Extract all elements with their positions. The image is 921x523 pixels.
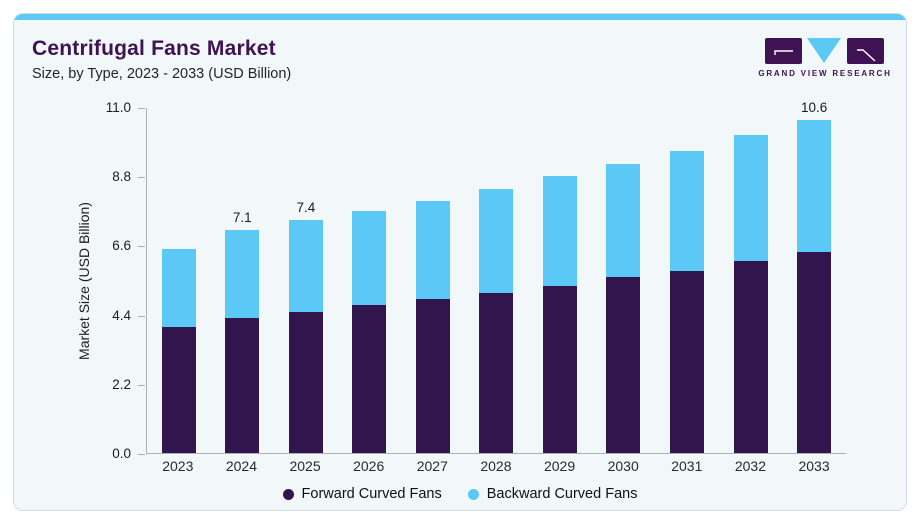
y-tick-mark: [138, 315, 145, 317]
x-tick-label: 2026: [353, 458, 385, 474]
bar-group: [606, 163, 641, 453]
x-tick-label: 2033: [798, 458, 830, 474]
bar-segment-backward: [797, 119, 832, 252]
page-title: Centrifugal Fans Market: [32, 37, 276, 60]
chart-card: Centrifugal Fans Market Size, by Type, 2…: [13, 13, 907, 511]
bar-segment-backward: [733, 135, 768, 262]
bar-group: [161, 248, 196, 453]
y-tick-mark: [138, 384, 145, 386]
legend-label: Backward Curved Fans: [486, 486, 638, 502]
bar-segment-backward: [352, 210, 387, 306]
bar-total-label: 7.4: [296, 200, 316, 216]
bar-segment-forward: [797, 251, 832, 453]
bar-segment-forward: [225, 317, 260, 453]
x-tick-label: 2029: [543, 458, 576, 474]
x-tick-label: 2030: [607, 458, 639, 474]
y-axis-title: Market Size (USD Billion): [76, 202, 92, 360]
bar-group: [415, 201, 450, 453]
bar-segment-forward: [670, 270, 705, 453]
bar-group: [733, 135, 768, 453]
header: Centrifugal Fans Market Size, by Type, 2…: [14, 20, 906, 84]
plot-area: 7.1 7.4 10.6: [146, 100, 846, 454]
bar-segment-backward: [415, 201, 450, 299]
x-tick-label: 2027: [416, 458, 448, 474]
bar-segment-backward: [288, 220, 323, 312]
legend: Forward Curved Fans Backward Curved Fans: [14, 486, 906, 502]
logo-text: GRAND VIEW RESEARCH: [758, 69, 892, 78]
x-tick-label: 2023: [162, 458, 194, 474]
bar-group: [479, 188, 514, 453]
bar-segment-forward: [606, 276, 641, 453]
bar-segment-backward: [161, 248, 196, 328]
bar-segment-forward: [415, 298, 450, 453]
legend-swatch-backward: [467, 488, 479, 500]
x-tick-label: 2028: [480, 458, 512, 474]
y-tick-label: 8.8: [112, 169, 131, 185]
y-tick-mark: [138, 108, 145, 109]
bar-group: 7.1: [225, 209, 260, 453]
bar-segment-backward: [479, 188, 514, 293]
page-subtitle: Size, by Type, 2023 - 2033 (USD Billion): [32, 66, 292, 82]
y-tick-label: 4.4: [112, 307, 131, 323]
x-tick-label: 2031: [671, 458, 703, 474]
bar-segment-backward: [606, 163, 641, 277]
y-tick-mark: [138, 246, 145, 248]
x-tick-label: 2025: [289, 458, 321, 474]
y-tick-mark: [138, 177, 145, 179]
legend-swatch-forward: [282, 488, 294, 500]
bar-group: 10.6: [797, 99, 832, 453]
y-tick-label: 11.0: [105, 100, 131, 115]
bar-segment-forward: [542, 286, 577, 453]
bar-segment-forward: [352, 305, 387, 453]
bar-total-label: 10.6: [800, 99, 828, 115]
legend-item: Forward Curved Fans: [282, 486, 442, 502]
y-tick-label: 0.0: [112, 446, 131, 461]
legend-label: Forward Curved Fans: [301, 486, 442, 502]
y-tick-label: 2.2: [112, 376, 131, 392]
bar-segment-forward: [733, 261, 768, 453]
bar-segment-forward: [161, 327, 196, 453]
bar-group: [670, 151, 705, 453]
bar-group: 7.4: [288, 200, 323, 453]
bar-group: [352, 210, 387, 453]
y-tick-label: 6.6: [112, 238, 131, 254]
title-block: Centrifugal Fans Market Size, by Type, 2…: [32, 36, 291, 84]
bar-segment-forward: [479, 292, 514, 453]
x-tick-label: 2032: [734, 458, 767, 474]
bar-group: [542, 176, 577, 453]
gvr-logo-icon: [765, 38, 884, 64]
x-tick-label: 2024: [225, 458, 258, 474]
x-axis-labels: 2023 2024 2025 2026 2027 2028 2029 2030 2031 2032…: [146, 458, 846, 474]
chart-region: Market Size (USD Billion) 7.1 7.4 10.6 202…: [14, 92, 906, 478]
bar-total-label: 7.1: [232, 209, 252, 225]
brand-logo: GRAND VIEW RESEARCH: [758, 38, 892, 78]
bar-segment-backward: [542, 176, 577, 287]
bar-segment-backward: [225, 229, 260, 318]
legend-item: Backward Curved Fans: [467, 486, 638, 502]
y-tick-mark: [138, 454, 145, 455]
bar-segment-backward: [670, 151, 705, 271]
bar-segment-forward: [288, 311, 323, 453]
accent-top-strip: [14, 14, 906, 20]
